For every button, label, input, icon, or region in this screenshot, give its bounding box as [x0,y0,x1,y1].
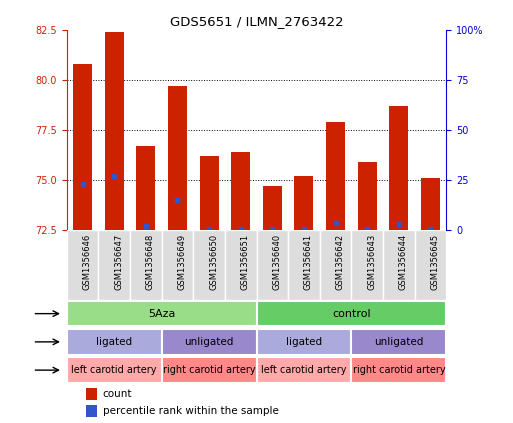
Bar [351,329,446,354]
Text: ligated: ligated [96,337,132,347]
Bar [256,301,446,327]
Text: count: count [103,389,132,399]
FancyBboxPatch shape [351,231,383,299]
Text: left carotid artery: left carotid artery [261,365,347,375]
FancyBboxPatch shape [256,231,288,299]
FancyBboxPatch shape [320,231,351,299]
FancyBboxPatch shape [130,231,162,299]
Bar [136,146,155,231]
Text: GSM1356650: GSM1356650 [209,234,218,290]
Text: GSM1356647: GSM1356647 [114,234,123,290]
Text: unligated: unligated [374,337,424,347]
Text: GSM1356643: GSM1356643 [367,234,376,290]
Text: GSM1356644: GSM1356644 [399,234,408,290]
FancyBboxPatch shape [225,231,256,299]
Bar [73,64,92,231]
Text: unligated: unligated [184,337,234,347]
Bar [231,152,250,231]
Text: GSM1356641: GSM1356641 [304,234,313,290]
Text: GSM1356646: GSM1356646 [83,234,91,290]
FancyBboxPatch shape [288,231,320,299]
Bar [168,86,187,231]
Bar [358,162,377,231]
Text: right carotid artery: right carotid artery [163,365,255,375]
Bar [263,186,282,231]
Bar [256,329,351,354]
Bar [421,178,440,231]
Bar [105,32,124,231]
Text: left carotid artery: left carotid artery [71,365,157,375]
FancyBboxPatch shape [193,231,225,299]
Bar [162,329,256,354]
Bar [256,357,351,383]
Text: GSM1356640: GSM1356640 [272,234,281,290]
Text: right carotid artery: right carotid artery [352,365,445,375]
Text: GSM1356642: GSM1356642 [336,234,345,290]
Bar [162,357,256,383]
Text: percentile rank within the sample: percentile rank within the sample [103,406,279,416]
Bar [67,329,162,354]
Text: GSM1356648: GSM1356648 [146,234,155,290]
FancyBboxPatch shape [98,231,130,299]
FancyBboxPatch shape [383,231,415,299]
Bar [351,357,446,383]
Bar [294,176,313,231]
Bar [86,405,97,417]
Text: GSM1356651: GSM1356651 [241,234,250,290]
Bar [389,106,408,231]
FancyBboxPatch shape [67,231,98,299]
Bar [67,301,256,327]
FancyBboxPatch shape [162,231,193,299]
Bar [86,388,97,400]
Text: 5Aza: 5Aza [148,309,175,319]
Text: ligated: ligated [286,337,322,347]
FancyBboxPatch shape [415,231,446,299]
Text: GSM1356649: GSM1356649 [177,234,186,290]
Text: control: control [332,309,371,319]
Bar [67,357,162,383]
Text: GSM1356645: GSM1356645 [430,234,440,290]
Title: GDS5651 / ILMN_2763422: GDS5651 / ILMN_2763422 [170,16,343,28]
Bar [200,156,219,231]
Bar [326,122,345,231]
